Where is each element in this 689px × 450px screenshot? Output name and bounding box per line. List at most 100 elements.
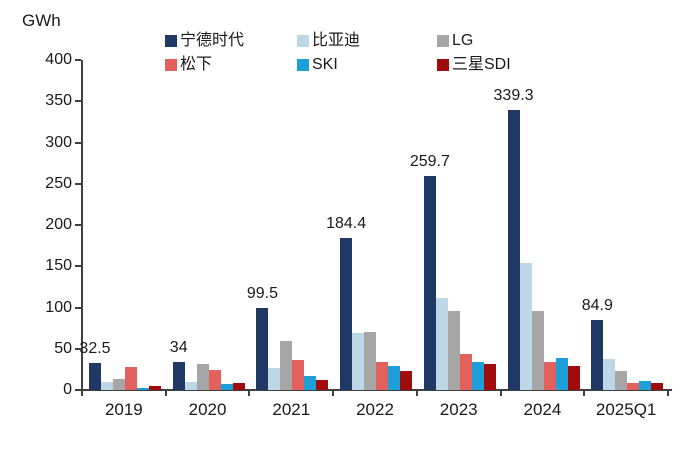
bar-宁德时代-2023 xyxy=(423,175,436,390)
legend-swatch-icon xyxy=(437,59,449,71)
bar-三星SDI-2022 xyxy=(400,371,413,390)
bar-松下-2021 xyxy=(292,359,305,390)
legend-label: 比亚迪 xyxy=(312,32,361,49)
x-tick-mark xyxy=(415,391,418,396)
legend-swatch-icon xyxy=(165,59,177,71)
value-label-2025Q1: 84.9 xyxy=(581,296,613,314)
x-category-label: 2023 xyxy=(439,400,478,419)
bar-三星SDI-2023 xyxy=(483,364,496,390)
bar-LG-2021 xyxy=(280,341,293,390)
x-axis-line xyxy=(81,389,672,391)
value-label-2019: 32.5 xyxy=(79,340,111,358)
y-tick-label: 150 xyxy=(45,257,72,275)
bar-宁德时代-2025Q1 xyxy=(591,319,604,390)
x-tick-mark xyxy=(332,391,335,396)
bar-松下-2024 xyxy=(543,361,556,390)
bar-SKI-2025Q1 xyxy=(639,380,652,390)
x-tick-mark xyxy=(248,391,251,396)
legend-item-1: 宁德时代 xyxy=(165,33,244,49)
bar-松下-2019 xyxy=(125,367,137,390)
bar-宁德时代-2024 xyxy=(507,110,520,390)
x-tick-mark xyxy=(499,391,502,396)
legend-item-4: 松下 xyxy=(165,57,212,73)
y-tick-label: 200 xyxy=(45,216,72,233)
legend-label: 宁德时代 xyxy=(180,32,245,49)
value-label-2021: 99.5 xyxy=(246,284,278,302)
bar-比亚迪-2024 xyxy=(519,262,532,390)
y-tick-mark xyxy=(75,347,81,350)
bar-比亚迪-2020 xyxy=(184,382,197,390)
y-tick-label: 50 xyxy=(54,339,72,357)
legend-swatch-icon xyxy=(297,35,309,47)
bar-三星SDI-2019 xyxy=(149,386,161,390)
legend-swatch-icon xyxy=(437,35,449,47)
x-category-label: 2019 xyxy=(104,400,143,419)
y-tick-mark xyxy=(75,59,81,61)
y-tick-label: 250 xyxy=(45,174,72,192)
y-tick-mark xyxy=(75,389,81,391)
y-tick-mark xyxy=(75,224,81,226)
bar-松下-2023 xyxy=(459,353,472,390)
bar-松下-2025Q1 xyxy=(627,383,640,390)
y-tick-mark xyxy=(75,182,81,185)
value-label-2023: 259.7 xyxy=(409,152,450,170)
y-tick-label: 300 xyxy=(45,133,72,151)
bar-三星SDI-2025Q1 xyxy=(651,383,664,390)
legend-item-2: 比亚迪 xyxy=(297,33,360,49)
bar-松下-2020 xyxy=(208,370,221,390)
bar-比亚迪-2023 xyxy=(435,298,448,390)
bar-比亚迪-2022 xyxy=(352,332,365,390)
bar-SKI-2020 xyxy=(220,384,233,390)
value-label-2020: 34 xyxy=(169,338,188,356)
bar-宁德时代-2022 xyxy=(340,237,353,390)
y-tick-label: 0 xyxy=(63,381,72,398)
bar-SKI-2021 xyxy=(304,376,317,390)
bar-比亚迪-2025Q1 xyxy=(603,359,616,390)
legend-item-3: LG xyxy=(437,33,473,49)
x-tick-mark xyxy=(164,391,167,396)
plot-area: 32.5 34 99.5 184.4 259.7 339.3 84.9 xyxy=(79,60,668,390)
bar-比亚迪-2019 xyxy=(101,381,113,390)
value-label-2022: 184.4 xyxy=(326,214,367,232)
bar-宁德时代-2020 xyxy=(172,361,185,390)
y-tick-mark xyxy=(75,141,81,144)
y-tick-label: 100 xyxy=(45,298,72,316)
legend-label: 松下 xyxy=(180,56,213,73)
y-tick-label: 400 xyxy=(45,51,72,68)
x-category-label: 2021 xyxy=(272,400,311,419)
x-tick-mark xyxy=(81,391,83,396)
bar-SKI-2024 xyxy=(555,358,568,390)
value-label-2024: 339.3 xyxy=(493,87,534,105)
legend-label: 三星SDI xyxy=(452,56,511,73)
legend-label: SKI xyxy=(312,56,338,73)
legend-item-6: 三星SDI xyxy=(437,57,511,73)
bar-LG-2023 xyxy=(447,311,460,390)
legend-label: LG xyxy=(452,32,474,49)
legend-item-5: SKI xyxy=(297,57,338,73)
bar-宁德时代-2021 xyxy=(256,307,269,390)
legend-swatch-icon xyxy=(165,35,177,47)
bar-SKI-2023 xyxy=(471,362,484,390)
bar-LG-2022 xyxy=(364,331,377,390)
bar-LG-2024 xyxy=(531,310,544,390)
y-axis-line xyxy=(81,60,83,391)
x-category-label: 2020 xyxy=(188,400,227,419)
bar-松下-2022 xyxy=(376,361,389,390)
y-axis-unit-label: GWh xyxy=(22,11,61,30)
x-category-label: 2022 xyxy=(356,400,394,419)
bar-三星SDI-2021 xyxy=(316,379,329,390)
bar-比亚迪-2021 xyxy=(268,368,281,390)
y-tick-mark xyxy=(75,265,81,268)
x-tick-mark xyxy=(667,391,669,396)
y-tick-mark xyxy=(75,306,81,309)
bar-SKI-2019 xyxy=(137,388,149,390)
bar-宁德时代-2019 xyxy=(89,363,101,390)
bar-三星SDI-2020 xyxy=(232,383,245,390)
bar-LG-2025Q1 xyxy=(615,370,628,390)
bar-LG-2020 xyxy=(196,364,209,390)
bar-SKI-2022 xyxy=(388,366,401,390)
bar-三星SDI-2024 xyxy=(567,365,580,390)
y-tick-mark xyxy=(75,100,81,103)
bar-LG-2019 xyxy=(113,379,125,390)
